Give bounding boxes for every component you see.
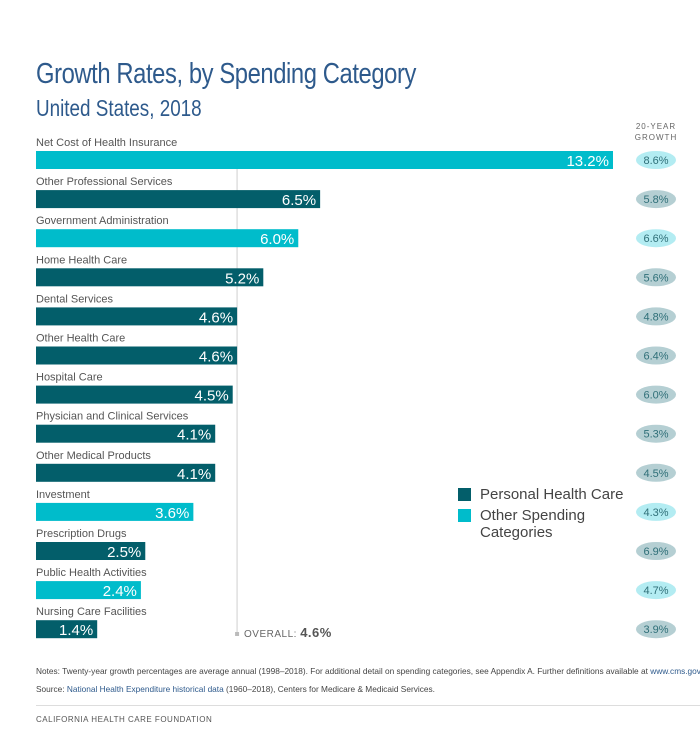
bar-value-label: 4.1%: [177, 427, 211, 444]
category-label: Other Health Care: [36, 333, 125, 345]
bar-value-label: 6.5%: [282, 192, 316, 209]
overall-value: 4.6%: [300, 625, 332, 640]
twenty-year-growth-value: 6.0%: [643, 390, 668, 402]
category-label: Other Medical Products: [36, 450, 151, 462]
twenty-year-growth-pill: [636, 542, 676, 560]
bar: [36, 581, 141, 600]
bar: [36, 463, 216, 482]
category-label: Investment: [36, 489, 90, 501]
legend-swatch-personal: [458, 488, 471, 501]
twenty-year-growth-value: 5.8%: [643, 194, 668, 206]
twenty-year-growth-pill: [636, 463, 676, 482]
twenty-year-growth-pill: [636, 190, 676, 209]
twenty-year-growth-header: 20-YEAR GROWTH: [634, 122, 678, 142]
overall-marker: [235, 632, 240, 636]
legend-item-personal: Personal Health Care: [458, 486, 623, 503]
cms-link[interactable]: www.cms.gov: [650, 666, 700, 676]
twenty-year-growth-pill: [636, 581, 676, 600]
bar: [36, 151, 613, 169]
twenty-year-growth-value: 6.9%: [643, 546, 668, 558]
bar: [36, 307, 238, 326]
bar: [36, 542, 146, 560]
twenty-year-growth-pill: [636, 620, 676, 639]
twenty-year-growth-pill: [636, 424, 676, 443]
bar-value-label: 6.0%: [260, 231, 294, 248]
bar-chart: Net Cost of Health Insurance 13.2% 8.6% Oth…: [36, 137, 676, 639]
twenty-year-growth-pill: [636, 307, 676, 326]
bar-value-label: 2.5%: [107, 544, 141, 561]
category-label: Prescription Drugs: [36, 528, 127, 540]
twenty-year-growth-value: 6.4%: [643, 351, 668, 363]
category-label: Net Cost of Health Insurance: [36, 137, 177, 149]
bar: [36, 502, 194, 521]
twenty-year-growth-value: 4.3%: [643, 507, 668, 519]
twenty-year-growth-pill: [636, 151, 676, 169]
twenty-year-growth-pill: [636, 502, 676, 521]
footer-divider: [36, 705, 700, 706]
legend-item-other: Other Spending Categories: [458, 507, 623, 541]
bar-value-label: 3.6%: [155, 505, 189, 522]
bar: [36, 424, 216, 443]
twenty-year-growth-pill: [636, 268, 676, 287]
twenty-year-growth-value: 4.5%: [643, 468, 668, 480]
chart-title: Growth Rates, by Spending Category: [36, 58, 416, 90]
source-link[interactable]: National Health Expenditure historical d…: [66, 684, 224, 694]
bar: [36, 268, 264, 287]
bar-value-label: 4.6%: [199, 349, 233, 366]
bar: [36, 620, 98, 639]
category-label: Dental Services: [36, 293, 114, 305]
category-label: Physician and Clinical Services: [36, 411, 189, 423]
footer-org: CALIFORNIA HEALTH CARE FOUNDATION: [36, 715, 213, 724]
bar-value-label: 4.6%: [199, 309, 233, 326]
twenty-year-growth-value: 5.6%: [643, 272, 668, 284]
twenty-year-growth-value: 6.6%: [643, 233, 668, 245]
twenty-year-growth-pill: [636, 385, 676, 404]
chart-subtitle: United States, 2018: [36, 95, 202, 121]
source-line: Source: National Health Expenditure hist…: [36, 684, 435, 694]
bar-value-label: 1.4%: [59, 622, 93, 639]
twenty-year-growth-value: 5.3%: [643, 429, 668, 441]
twenty-year-growth-value: 4.8%: [643, 311, 668, 323]
overall-label: OVERALL: 4.6%: [244, 625, 332, 640]
category-label: Government Administration: [36, 215, 169, 227]
category-label: Public Health Activities: [36, 567, 147, 579]
bar-value-label: 4.5%: [195, 388, 229, 405]
twenty-year-growth-pill: [636, 346, 676, 365]
bar-value-label: 13.2%: [566, 153, 609, 170]
twenty-year-growth-value: 4.7%: [643, 585, 668, 597]
bar: [36, 346, 238, 365]
bar: [36, 190, 321, 209]
notes-line: Notes: Twenty-year growth percentages ar…: [36, 666, 700, 676]
category-label: Home Health Care: [36, 254, 127, 266]
category-label: Hospital Care: [36, 372, 103, 384]
twenty-year-growth-value: 3.9%: [643, 624, 668, 636]
legend-swatch-other: [458, 509, 471, 522]
bar-value-label: 2.4%: [103, 583, 137, 600]
category-label: Other Professional Services: [36, 176, 173, 188]
twenty-year-growth-value: 8.6%: [643, 155, 668, 167]
bar: [36, 229, 299, 248]
bar: [36, 385, 233, 404]
legend: Personal Health Care Other Spending Cate…: [458, 486, 623, 545]
category-label: Nursing Care Facilities: [36, 606, 147, 618]
bar-value-label: 5.2%: [225, 270, 259, 287]
twenty-year-growth-pill: [636, 229, 676, 248]
notes: Notes: Twenty-year growth percentages ar…: [36, 662, 700, 698]
bar-value-label: 4.1%: [177, 466, 211, 483]
